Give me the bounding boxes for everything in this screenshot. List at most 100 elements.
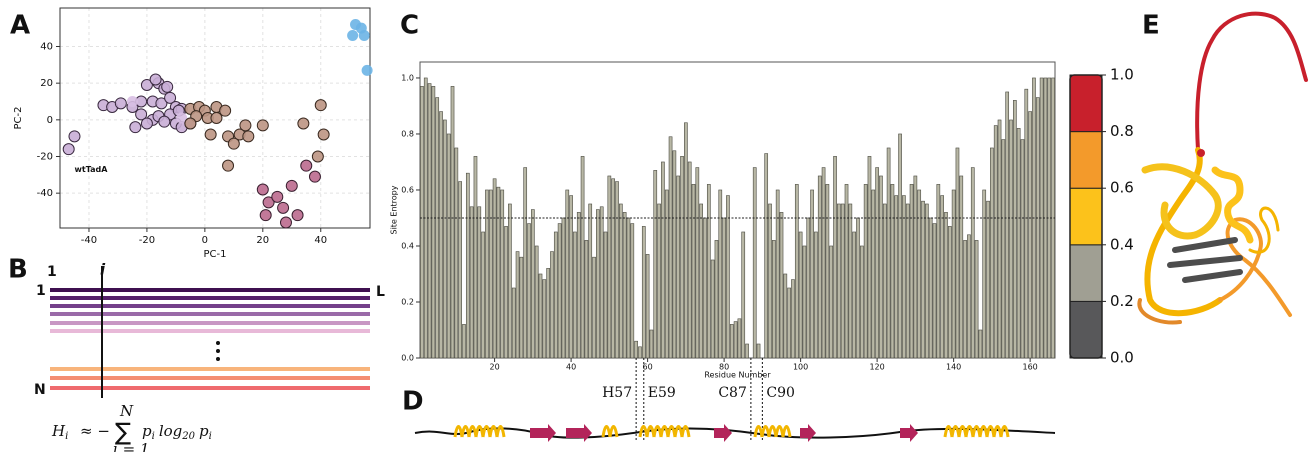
bar: [645, 254, 650, 359]
bar: [722, 217, 726, 359]
bar: [638, 346, 642, 359]
colorbar-frame: [1069, 74, 1103, 359]
bar: [699, 203, 703, 359]
bar: [764, 153, 769, 359]
bar: [450, 86, 455, 359]
bar: [947, 226, 952, 359]
bar: [902, 195, 906, 359]
data-point: [158, 115, 171, 128]
formula-part: i: [209, 431, 212, 442]
bar: [553, 231, 558, 359]
bar: [798, 231, 803, 359]
bar: [787, 287, 791, 359]
bar: [1013, 100, 1017, 359]
bar: [710, 259, 715, 359]
bar: [569, 195, 573, 359]
bar: [504, 226, 508, 359]
x-tick-label: 20: [489, 363, 499, 372]
strand: [1167, 237, 1243, 283]
data-point: [361, 64, 373, 76]
formula-text: pi log20 pi: [142, 422, 212, 442]
bar: [458, 181, 462, 359]
entropy-formula: Hi ≈ − ∑ N i = 1 pi log20 pi: [51, 402, 212, 452]
bar: [611, 178, 616, 359]
bar: [668, 136, 673, 359]
loop: [1195, 11, 1308, 152]
bar: [990, 147, 994, 359]
data-point: [135, 108, 148, 121]
helix: [1141, 163, 1222, 240]
bar: [955, 147, 960, 359]
bar: [500, 189, 505, 359]
bar: [706, 184, 711, 359]
bar: [833, 156, 837, 359]
data-point: [155, 97, 168, 110]
bar: [626, 217, 631, 359]
bar: [997, 119, 1002, 359]
bar: [940, 195, 944, 359]
panel-label: D: [402, 387, 424, 417]
data-point: [256, 119, 269, 132]
bar: [515, 251, 520, 359]
column-index: i: [100, 261, 106, 279]
bar: [431, 86, 436, 359]
residue: [1197, 149, 1205, 157]
x-tick-label: 100: [793, 363, 808, 372]
formula-part: N: [119, 402, 134, 420]
x-tick-label: 40: [566, 363, 576, 372]
bar: [561, 217, 566, 359]
colorbar-segment: [1069, 74, 1103, 133]
bar: [967, 234, 971, 359]
helix: [453, 425, 506, 438]
data-point: [358, 30, 370, 41]
data-point: [256, 183, 269, 196]
bar: [661, 161, 665, 359]
bar: [691, 184, 696, 359]
plot-frame: [419, 61, 1056, 359]
bar: [802, 245, 807, 359]
x-axis-label: Residue Number: [704, 371, 771, 380]
colorbar-segment: [1069, 131, 1103, 189]
bar: [653, 170, 658, 359]
bar: [944, 212, 948, 359]
bar: [527, 223, 531, 359]
y-tick-label: 0: [47, 115, 53, 126]
x-tick-label: -40: [81, 235, 97, 246]
bar: [821, 167, 826, 359]
bar: [794, 184, 799, 359]
bar: [508, 203, 512, 359]
bar: [917, 189, 922, 359]
bar: [1001, 139, 1006, 359]
ellipsis-dot: [216, 341, 220, 345]
annotation: C87: [718, 385, 747, 401]
data-point: [164, 91, 177, 104]
bar: [844, 184, 849, 359]
y-tick-label: 0.6: [401, 185, 414, 194]
bar: [752, 167, 757, 359]
bar: [435, 97, 440, 359]
bar: [443, 119, 447, 359]
bar: [840, 203, 845, 359]
bar: [879, 175, 883, 359]
data-point: [204, 128, 217, 141]
bar: [1028, 111, 1032, 359]
x-tick-label: -20: [139, 235, 155, 246]
bar: [420, 86, 424, 359]
data-point: [285, 179, 298, 192]
data-point: [314, 99, 327, 112]
x-tick-label: 80: [719, 363, 729, 372]
bar: [963, 240, 967, 359]
bar: [664, 189, 669, 359]
bar: [810, 189, 814, 359]
data-point: [114, 97, 127, 110]
bar: [936, 184, 941, 359]
bar: [726, 195, 730, 359]
x-tick-label: 0: [202, 235, 208, 246]
bar: [986, 200, 990, 359]
bar: [523, 167, 528, 359]
bar: [534, 245, 539, 359]
data-point: [129, 121, 142, 134]
colorbar-tick-label: 0.4: [1110, 235, 1134, 253]
panel-label: B: [8, 255, 28, 285]
bar: [913, 175, 918, 359]
